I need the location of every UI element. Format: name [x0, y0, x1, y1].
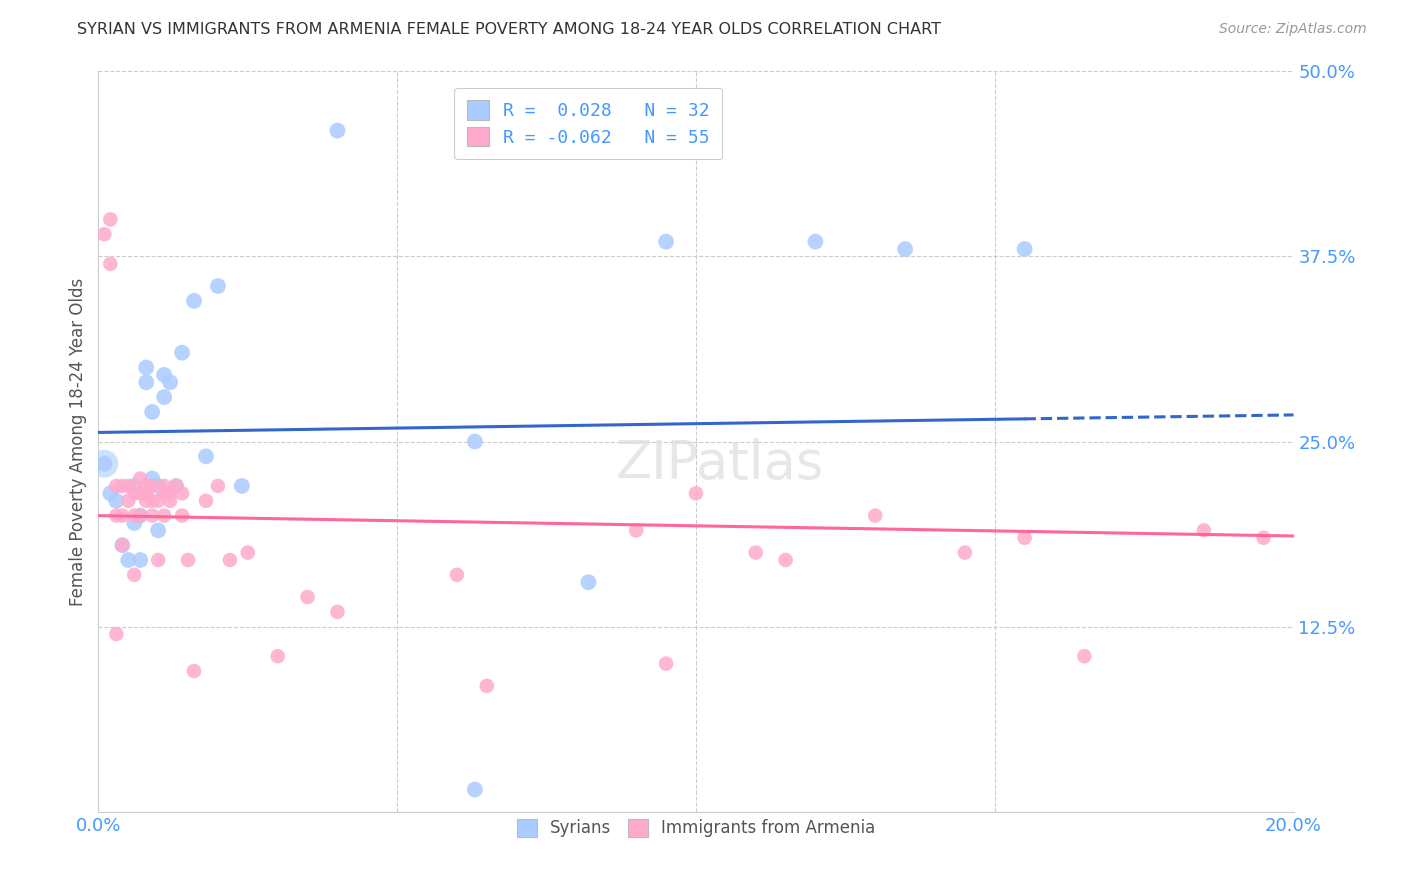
Point: [578, 575, 600, 590]
Point: [159, 486, 181, 500]
Point: [141, 479, 163, 493]
Point: [172, 486, 194, 500]
Point: [148, 479, 170, 493]
Point: [105, 493, 128, 508]
Point: [464, 434, 486, 449]
Point: [236, 546, 259, 560]
Point: [183, 293, 205, 308]
Point: [129, 508, 152, 523]
Point: [124, 516, 146, 530]
Point: [93, 457, 115, 471]
Point: [865, 508, 887, 523]
Point: [172, 508, 194, 523]
Point: [953, 546, 976, 560]
Point: [207, 279, 229, 293]
Point: [153, 368, 176, 382]
Point: [219, 553, 242, 567]
Point: [141, 493, 163, 508]
Point: [93, 457, 115, 471]
Point: [326, 605, 349, 619]
Point: [231, 479, 253, 493]
Point: [98, 486, 122, 500]
Text: Source: ZipAtlas.com: Source: ZipAtlas.com: [1219, 22, 1367, 37]
Point: [124, 508, 146, 523]
Point: [124, 567, 146, 582]
Point: [135, 360, 157, 375]
Point: [685, 486, 707, 500]
Point: [153, 479, 176, 493]
Point: [894, 242, 917, 256]
Point: [129, 486, 152, 500]
Point: [183, 664, 205, 678]
Point: [124, 486, 146, 500]
Point: [105, 627, 128, 641]
Point: [105, 508, 128, 523]
Point: [135, 479, 157, 493]
Point: [111, 479, 134, 493]
Point: [93, 227, 115, 242]
Point: [148, 493, 170, 508]
Legend: Syrians, Immigrants from Armenia: Syrians, Immigrants from Armenia: [510, 812, 882, 844]
Point: [165, 479, 187, 493]
Point: [148, 524, 170, 538]
Point: [98, 212, 122, 227]
Y-axis label: Female Poverty Among 18-24 Year Olds: Female Poverty Among 18-24 Year Olds: [69, 277, 87, 606]
Point: [1014, 531, 1036, 545]
Point: [141, 508, 163, 523]
Point: [129, 508, 152, 523]
Point: [141, 471, 163, 485]
Point: [1192, 524, 1215, 538]
Point: [105, 479, 128, 493]
Point: [153, 486, 176, 500]
Point: [153, 390, 176, 404]
Point: [111, 508, 134, 523]
Point: [745, 546, 768, 560]
Point: [111, 538, 134, 552]
Point: [117, 553, 139, 567]
Point: [655, 235, 678, 249]
Point: [124, 479, 146, 493]
Point: [267, 649, 290, 664]
Point: [141, 405, 163, 419]
Point: [177, 553, 200, 567]
Point: [297, 590, 319, 604]
Point: [626, 524, 648, 538]
Point: [148, 553, 170, 567]
Point: [135, 376, 157, 390]
Point: [117, 479, 139, 493]
Point: [1253, 531, 1275, 545]
Point: [172, 345, 194, 359]
Point: [464, 782, 486, 797]
Text: ZIPatlas: ZIPatlas: [616, 438, 824, 490]
Point: [135, 486, 157, 500]
Point: [655, 657, 678, 671]
Point: [195, 450, 218, 464]
Point: [804, 235, 827, 249]
Point: [326, 123, 349, 137]
Point: [159, 493, 181, 508]
Point: [207, 479, 229, 493]
Point: [98, 257, 122, 271]
Point: [1014, 242, 1036, 256]
Point: [129, 471, 152, 485]
Point: [153, 508, 176, 523]
Point: [129, 553, 152, 567]
Point: [159, 376, 181, 390]
Point: [135, 493, 157, 508]
Point: [475, 679, 498, 693]
Point: [1073, 649, 1095, 664]
Point: [195, 493, 218, 508]
Point: [111, 538, 134, 552]
Point: [446, 567, 468, 582]
Point: [165, 479, 187, 493]
Point: [117, 493, 139, 508]
Point: [775, 553, 797, 567]
Text: SYRIAN VS IMMIGRANTS FROM ARMENIA FEMALE POVERTY AMONG 18-24 YEAR OLDS CORRELATI: SYRIAN VS IMMIGRANTS FROM ARMENIA FEMALE…: [77, 22, 942, 37]
